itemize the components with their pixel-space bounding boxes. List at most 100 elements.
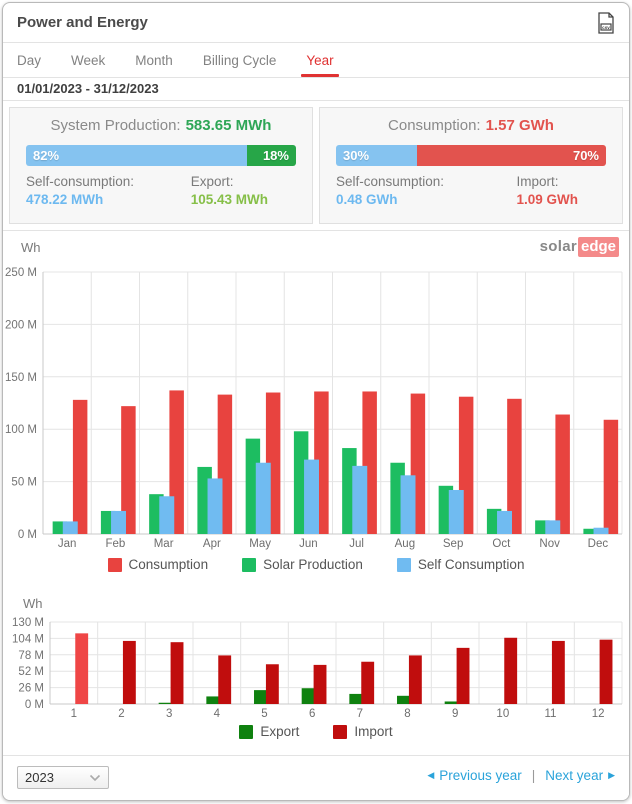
x-axis-label-11: 11 <box>545 708 557 720</box>
monthly-energy-chart-section: Wh solar edge 0 M 50 M 100 M 150 M 200 M 250 M… <box>3 231 629 585</box>
y-axis-tick: 130 M <box>12 617 44 629</box>
consumption-title: Consumption: 1.57 GWh <box>320 117 622 134</box>
export-csv-button[interactable]: csv <box>593 10 619 36</box>
x-axis-label-3: 3 <box>166 708 172 720</box>
bar-export-5[interactable] <box>254 690 267 704</box>
bar-export-4[interactable] <box>206 696 220 704</box>
bar-import-7[interactable] <box>361 661 375 704</box>
tab-month[interactable]: Month <box>135 52 173 68</box>
production-export-segment: 18% <box>247 145 296 166</box>
legend-item-solar-production[interactable]: Solar Production <box>242 557 363 572</box>
year-navigation: ◀ Previous year | Next year ▶ <box>427 768 615 783</box>
year-select[interactable]: 2023 <box>17 766 109 789</box>
bar-consumption-nov[interactable] <box>555 414 570 534</box>
bar-solar-production-dec[interactable] <box>583 528 598 534</box>
legend-swatch <box>107 557 122 572</box>
bar-import-1[interactable] <box>75 633 89 704</box>
bar-self-consumption-apr[interactable] <box>207 478 223 534</box>
legend-label: Consumption <box>128 557 209 572</box>
bar-self-consumption-aug[interactable] <box>400 475 416 534</box>
bar-self-consumption-jan[interactable] <box>62 521 78 534</box>
bar-import-10[interactable] <box>504 637 518 704</box>
bar-consumption-dec[interactable] <box>603 419 619 534</box>
y-axis-tick: 0 M <box>18 529 37 541</box>
tab-week[interactable]: Week <box>71 52 106 68</box>
bar-import-2[interactable] <box>122 640 136 704</box>
tab-day[interactable]: Day <box>17 52 42 68</box>
x-axis-label-apr: Apr <box>203 538 221 550</box>
bar-import-4[interactable] <box>218 655 232 704</box>
page-title: Power and Energy <box>17 14 148 31</box>
bar-self-consumption-jun[interactable] <box>304 459 319 534</box>
bar-consumption-jan[interactable] <box>72 399 88 534</box>
x-axis-label-oct: Oct <box>492 538 511 550</box>
monthly-energy-chart[interactable]: 0 M 50 M 100 M 150 M 200 M 250 M Jan Feb Mar Apr M… <box>3 259 629 553</box>
logo-solar-text: solar <box>539 238 577 255</box>
bar-import-5[interactable] <box>265 664 279 704</box>
bar-import-8[interactable] <box>408 655 422 704</box>
bar-consumption-feb[interactable] <box>121 406 136 534</box>
y-axis-tick: 100 M <box>5 424 37 436</box>
production-self-consumption-label: Self-consumption: <box>26 174 135 189</box>
x-axis-label-7: 7 <box>357 708 363 720</box>
consumption-stats: Self-consumption: 0.48 GWh Import: 1.09 … <box>336 174 606 207</box>
production-export-value: 105.43 MWh <box>190 192 268 207</box>
x-axis-label-12: 12 <box>592 708 605 720</box>
nav-separator: | <box>531 768 536 783</box>
bar-self-consumption-mar[interactable] <box>159 496 175 534</box>
legend-swatch <box>396 557 411 572</box>
bar-self-consumption-sep[interactable] <box>448 489 464 534</box>
bar-export-6[interactable] <box>301 688 315 704</box>
y-axis-tick: 78 M <box>18 650 44 662</box>
logo-edge-text: edge <box>577 237 619 257</box>
legend-swatch <box>242 557 257 572</box>
consumption-self-consumption-label: Self-consumption: <box>336 174 445 189</box>
legend-item-consumption[interactable]: Consumption <box>107 557 209 572</box>
production-title: System Production: 583.65 MWh <box>10 117 312 134</box>
chart1-legend: Consumption Solar Production Self Consumpt… <box>3 557 629 572</box>
previous-year-link[interactable]: ◀ Previous year <box>427 768 522 783</box>
solaredge-logo: solar edge <box>539 237 619 257</box>
next-year-link[interactable]: Next year ▶ <box>545 768 615 783</box>
bar-export-3[interactable] <box>158 702 172 704</box>
bar-self-consumption-oct[interactable] <box>497 510 512 534</box>
legend-swatch <box>333 724 348 739</box>
consumption-import-stat: Import: 1.09 GWh <box>516 174 578 207</box>
tab-billing-cycle[interactable]: Billing Cycle <box>202 52 277 68</box>
legend-item-import[interactable]: Import <box>333 724 393 739</box>
legend-label: Export <box>260 724 300 739</box>
x-axis-label-dec: Dec <box>588 538 609 550</box>
chevron-down-icon <box>89 774 101 781</box>
bar-self-consumption-may[interactable] <box>255 462 271 534</box>
bar-self-consumption-feb[interactable] <box>111 510 126 534</box>
bar-self-consumption-nov[interactable] <box>545 520 561 534</box>
bar-export-9[interactable] <box>444 701 458 704</box>
bar-export-7[interactable] <box>349 693 363 704</box>
bar-import-12[interactable] <box>599 639 613 704</box>
bar-import-11[interactable] <box>551 640 565 704</box>
consumption-import-segment: 70% <box>417 145 606 166</box>
chart2-legend: Export Import <box>3 724 629 739</box>
previous-arrow-icon: ◀ <box>427 770 435 780</box>
x-axis-label-jul: Jul <box>349 538 364 550</box>
x-axis-label-8: 8 <box>404 708 410 720</box>
csv-file-icon: csv <box>598 12 614 34</box>
bar-import-9[interactable] <box>456 647 470 704</box>
consumption-panel: Consumption: 1.57 GWh 30% 70% Self-consum… <box>319 107 623 224</box>
production-self-consumption-percent: 82% <box>33 148 60 163</box>
legend-item-export[interactable]: Export <box>239 724 299 739</box>
production-export-label: Export: <box>190 174 234 189</box>
bar-import-3[interactable] <box>170 642 184 704</box>
tab-year[interactable]: Year <box>301 43 339 77</box>
bar-consumption-oct[interactable] <box>507 398 522 534</box>
export-import-chart-section: Wh 0 M 26 M 52 M 78 M 104 M 130 M 1 2 3 4 5 6 7 8 9 10 1… <box>3 585 629 755</box>
bar-import-6[interactable] <box>313 664 327 704</box>
x-axis-label-5: 5 <box>261 708 267 720</box>
bar-self-consumption-jul[interactable] <box>352 465 368 534</box>
bar-export-8[interactable] <box>397 695 410 704</box>
legend-item-self-consumption[interactable]: Self Consumption <box>396 557 524 572</box>
x-axis-label-may: May <box>249 538 271 550</box>
y-axis-tick: 104 M <box>12 633 44 645</box>
bar-self-consumption-dec[interactable] <box>593 527 609 534</box>
